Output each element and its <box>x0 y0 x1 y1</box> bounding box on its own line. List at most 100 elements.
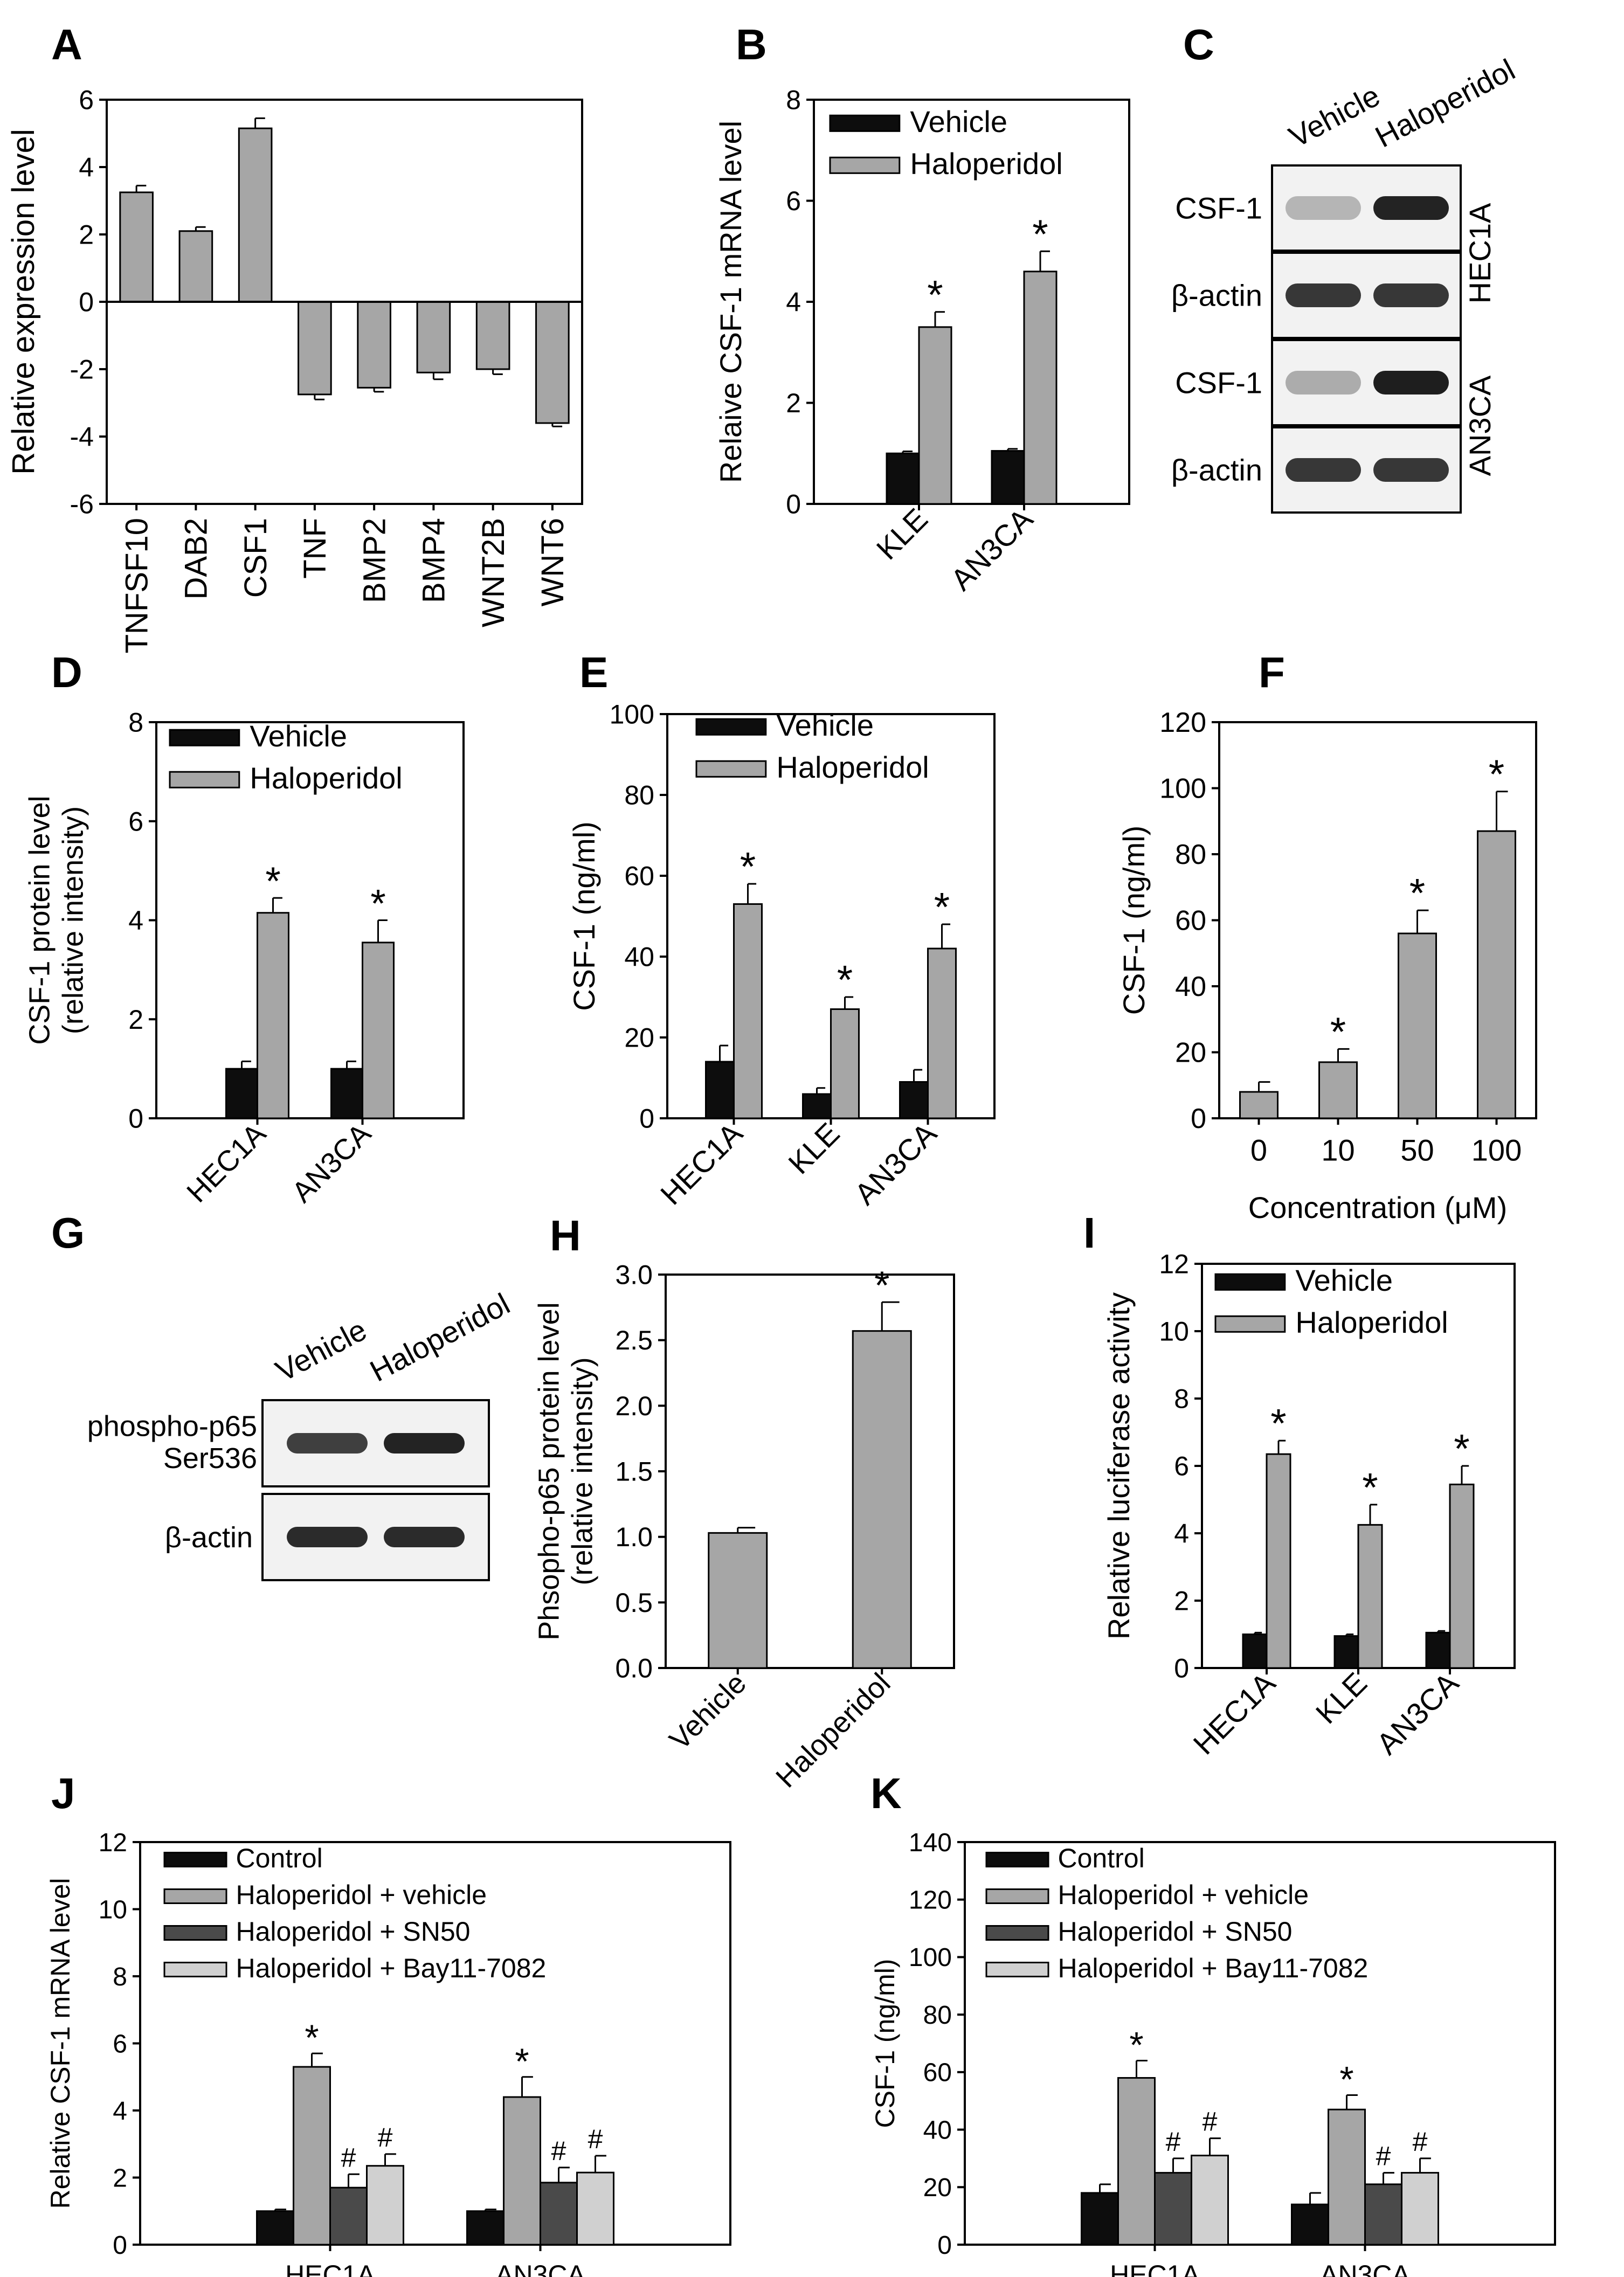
bar-haloperidol <box>733 903 763 1119</box>
legend-label: Haloperidol <box>1295 1305 1448 1339</box>
bar <box>475 301 510 370</box>
legend-swatch <box>985 1888 1049 1904</box>
chart-E: 0 20 40 60 80 100 CSF-1 (ng/ml) * HEC1A * KLE * AN3C… <box>567 700 996 1212</box>
bar <box>1477 830 1516 1119</box>
legend-label: Haloperidol + vehicle <box>236 1880 487 1910</box>
panel-letter-f: F <box>1259 648 1285 696</box>
legend-swatch <box>169 729 240 746</box>
y-axis-label: (relative intensity) <box>57 806 89 1034</box>
y-tick-label: 6 <box>1174 1451 1189 1482</box>
bar-haloperidol-sn50 <box>1364 2183 1402 2246</box>
legend: Vehicle Haloperidol <box>695 708 929 784</box>
bar-haloperidol <box>1449 1483 1475 1669</box>
y-tick-label: 60 <box>1175 905 1206 937</box>
y-tick-label: 8 <box>1174 1384 1189 1414</box>
significance-hash: # <box>588 2124 603 2154</box>
x-tick-label: HEC1A <box>654 1116 749 1211</box>
y-tick-label: 2.0 <box>615 1391 653 1421</box>
significance-hash: # <box>341 2142 356 2172</box>
bar-haloperidol <box>1023 271 1058 505</box>
bar-vehicle <box>886 452 920 505</box>
chart-H: 0.0 0.5 1.0 1.5 2.0 2.5 3.0 Phsopho-p65 protein… <box>533 1260 955 1794</box>
y-axis-label: Relaive CSF-1 mRNA level <box>714 121 748 483</box>
x-tick-label: Vehicle <box>664 1667 753 1756</box>
x-tick-label: AN3CA <box>944 501 1039 597</box>
y-tick-label: 0 <box>128 1104 143 1134</box>
y-axis-label: CSF-1 (ng/ml) <box>870 1959 900 2128</box>
bar-haloperidol-vehicle <box>503 2096 541 2246</box>
bar-haloperidol-vehicle <box>293 2066 331 2246</box>
significance-hash: # <box>551 2136 566 2166</box>
y-tick-label: 2 <box>79 220 94 250</box>
significance-star: * <box>515 2041 529 2082</box>
blot-band <box>287 1433 368 1454</box>
bar-haloperidol-bay11-7082 <box>1401 2172 1439 2246</box>
bar <box>357 301 391 389</box>
bar <box>238 127 273 303</box>
x-axis-label: Concentration (μM) <box>1248 1191 1507 1224</box>
legend: Vehicle Haloperidol <box>829 105 1063 181</box>
legend-swatch <box>1214 1273 1286 1291</box>
x-tick-label: AN3CA <box>286 1117 377 1209</box>
panel-letter-e: E <box>579 648 608 696</box>
significance-star: * <box>1330 1009 1346 1055</box>
panel-letter-a: A <box>51 20 82 68</box>
x-tick-label: AN3CA <box>495 2260 585 2277</box>
bar-haloperidol <box>1357 1524 1383 1669</box>
chart-A: -6 -4 -2 0 2 4 6 Relative expression level TNFSF… <box>6 85 583 653</box>
bar <box>298 301 332 396</box>
panel-letter-h: H <box>550 1212 581 1259</box>
legend-swatch <box>695 760 767 778</box>
legend: Vehicle Haloperidol <box>1214 1263 1448 1339</box>
chart-B: 0 2 4 6 8 Relaive CSF-1 mRNA level * KLE * AN3CA V… <box>714 85 1130 597</box>
blot-band <box>1286 371 1361 395</box>
bar-haloperidol <box>918 326 952 505</box>
y-tick-label: 80 <box>923 2001 952 2030</box>
significance-hash: # <box>1376 2141 1391 2171</box>
bar-haloperidol-vehicle <box>1117 2077 1156 2246</box>
y-tick-label: 0 <box>937 2231 952 2260</box>
bar-haloperidol-bay11-7082 <box>1191 2155 1229 2246</box>
y-axis-label: (relative intensity) <box>566 1357 599 1585</box>
y-tick-label: 12 <box>1159 1249 1189 1279</box>
legend-swatch <box>829 156 901 174</box>
bar <box>1239 1091 1279 1119</box>
bar-vehicle <box>1242 1634 1268 1669</box>
legend-label: Haloperidol + SN50 <box>1058 1916 1293 1947</box>
bar <box>535 301 570 424</box>
bar-vehicle <box>225 1068 258 1119</box>
x-tick-label: BMP2 <box>357 518 392 603</box>
legend-swatch <box>985 1962 1049 1977</box>
y-axis-label: Phsopho-p65 protein level <box>533 1302 565 1640</box>
significance-star: * <box>740 845 756 890</box>
blot-cell-line-label: HEC1A <box>1463 203 1497 303</box>
y-axis-label: Relative CSF-1 mRNA level <box>45 1878 75 2209</box>
legend-swatch <box>169 771 240 788</box>
y-tick-label: 6 <box>786 186 801 216</box>
y-tick-label: 0 <box>639 1104 654 1134</box>
legend-label: Haloperidol + vehicle <box>1058 1880 1309 1910</box>
y-tick-label: 12 <box>99 1829 127 1857</box>
bar-control <box>256 2210 294 2246</box>
y-tick-label: 120 <box>1159 707 1206 738</box>
y-tick-label: 4 <box>113 2097 127 2126</box>
significance-star: * <box>1409 871 1425 916</box>
x-tick-label: 50 <box>1400 1133 1434 1167</box>
legend-label: Vehicle <box>1295 1263 1393 1297</box>
blot-band <box>1286 283 1361 307</box>
y-tick-label: 60 <box>923 2059 952 2087</box>
bar-control <box>1291 2203 1329 2246</box>
bar-haloperidol-bay11-7082 <box>576 2171 614 2246</box>
blot-band <box>384 1433 465 1454</box>
bar-haloperidol-sn50 <box>329 2186 368 2246</box>
blot-row-label: CSF-1 <box>1175 191 1262 225</box>
y-tick-label: -4 <box>70 422 94 452</box>
blot-row-label: β-actin <box>1171 279 1262 313</box>
panel-letter-b: B <box>736 20 767 68</box>
bar <box>852 1330 912 1669</box>
legend-label: Control <box>236 1843 323 1873</box>
x-tick-label: HEC1A <box>1110 2260 1200 2277</box>
bar-haloperidol-vehicle <box>1328 2108 1366 2246</box>
y-tick-label: 2 <box>113 2164 127 2192</box>
y-tick-label: 100 <box>1159 773 1206 805</box>
